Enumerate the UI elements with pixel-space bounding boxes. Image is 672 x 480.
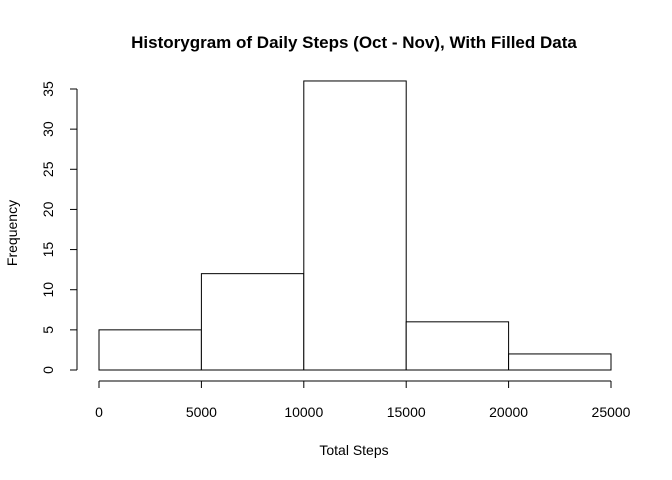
x-tick-label-4: 20000 (489, 404, 528, 420)
chart-title: Historygram of Daily Steps (Oct - Nov), … (131, 33, 577, 52)
y-axis-label: Frequency (4, 200, 20, 266)
y-axis: 0 5 10 15 20 25 30 35 (40, 81, 78, 374)
y-tick-label-4: 20 (40, 201, 56, 217)
y-tick-label-0: 0 (40, 366, 56, 374)
histogram-bar-1 (200, 273, 305, 371)
bars-group (98, 80, 612, 371)
y-tick-label-2: 10 (40, 282, 56, 298)
x-axis: 0 5000 10000 15000 20000 25000 (95, 380, 631, 420)
histogram-bar-0 (98, 329, 202, 371)
histogram-bar-3 (405, 321, 510, 371)
y-tick-label-7: 35 (40, 81, 56, 97)
histogram-bar-4 (508, 353, 612, 371)
y-tick-label-5: 25 (40, 161, 56, 177)
x-tick-label-0: 0 (95, 404, 103, 420)
histogram-bar-2 (303, 80, 407, 371)
x-tick-label-5: 25000 (592, 404, 631, 420)
y-tick-label-6: 30 (40, 121, 56, 137)
y-tick-label-3: 15 (40, 242, 56, 258)
x-axis-label: Total Steps (319, 442, 388, 458)
x-tick-label-2: 10000 (284, 404, 323, 420)
y-tick-label-1: 5 (40, 326, 56, 334)
x-tick-label-1: 5000 (186, 404, 217, 420)
x-tick-label-3: 15000 (387, 404, 426, 420)
